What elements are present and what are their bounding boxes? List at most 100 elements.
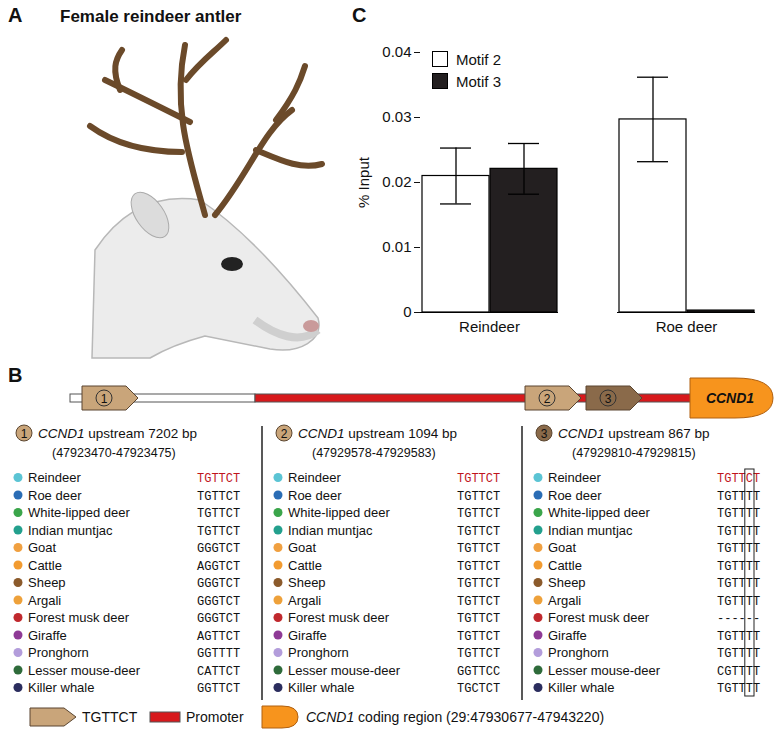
svg-text:CCND1 upstream 1094 bp: CCND1 upstream 1094 bp xyxy=(298,426,457,441)
svg-text:Giraffe: Giraffe xyxy=(288,628,327,643)
svg-text:B: B xyxy=(8,364,22,386)
svg-text:GGGTCT: GGGTCT xyxy=(197,542,240,556)
svg-text:Indian muntjac: Indian muntjac xyxy=(288,523,373,538)
svg-text:Lesser mouse-deer: Lesser mouse-deer xyxy=(288,663,401,678)
svg-text:TGTTCT: TGTTCT xyxy=(197,472,240,486)
svg-text:Pronghorn: Pronghorn xyxy=(288,645,349,660)
svg-text:3: 3 xyxy=(541,427,548,441)
svg-text:TGTTTT: TGTTTT xyxy=(717,489,761,504)
svg-text:TGTTTT: TGTTTT xyxy=(717,524,761,539)
svg-text:TGTTTT: TGTTTT xyxy=(717,594,761,609)
svg-text:GGTTCC: GGTTCC xyxy=(457,665,500,679)
svg-text:Reindeer: Reindeer xyxy=(288,470,341,485)
svg-text:TGTTCT: TGTTCT xyxy=(457,577,500,591)
svg-text:Giraffe: Giraffe xyxy=(548,628,587,643)
svg-text:AGTTCT: AGTTCT xyxy=(197,630,240,644)
svg-text:TGTTCT: TGTTCT xyxy=(197,490,240,504)
svg-text:Roe deer: Roe deer xyxy=(288,488,342,503)
svg-text:CCND1: CCND1 xyxy=(706,390,754,406)
svg-text:CCND1 upstream 867 bp: CCND1 upstream 867 bp xyxy=(558,426,710,441)
svg-text:Forest musk deer: Forest musk deer xyxy=(288,610,390,625)
svg-text:Indian muntjac: Indian muntjac xyxy=(28,523,113,538)
svg-text:TGTTCT: TGTTCT xyxy=(457,490,500,504)
svg-text:White-lipped deer: White-lipped deer xyxy=(288,505,391,520)
svg-text:Reindeer: Reindeer xyxy=(28,470,81,485)
svg-text:Reindeer: Reindeer xyxy=(548,470,601,485)
svg-text:0.03: 0.03 xyxy=(382,108,411,125)
svg-text:Pronghorn: Pronghorn xyxy=(548,645,609,660)
svg-text:Cattle: Cattle xyxy=(548,558,582,573)
svg-text:Forest musk deer: Forest musk deer xyxy=(28,610,130,625)
svg-text:TGTTTT: TGTTTT xyxy=(717,559,761,574)
svg-text:TGTTCT: TGTTCT xyxy=(457,647,500,661)
svg-text:TGTTCT: TGTTCT xyxy=(197,525,240,539)
svg-text:CATTCT: CATTCT xyxy=(197,665,240,679)
svg-text:GGGTCT: GGGTCT xyxy=(197,577,240,591)
svg-text:TGTTCT: TGTTCT xyxy=(457,472,500,486)
svg-text:Sheep: Sheep xyxy=(548,575,586,590)
svg-text:Giraffe: Giraffe xyxy=(28,628,67,643)
svg-text:GGGTCT: GGGTCT xyxy=(197,612,240,626)
svg-text:TGTTCT: TGTTCT xyxy=(457,542,500,556)
svg-text:Cattle: Cattle xyxy=(28,558,62,573)
svg-text:Goat: Goat xyxy=(28,540,57,555)
svg-text:Forest musk deer: Forest musk deer xyxy=(548,610,650,625)
svg-text:0.02: 0.02 xyxy=(382,173,411,190)
svg-text:White-lipped deer: White-lipped deer xyxy=(28,505,131,520)
svg-text:Killer whale: Killer whale xyxy=(288,680,354,695)
svg-text:TGTTCT: TGTTCT xyxy=(82,709,138,725)
svg-text:(47923470-47923475): (47923470-47923475) xyxy=(52,446,176,460)
svg-text:1: 1 xyxy=(21,427,28,441)
svg-text:TGTTCT: TGTTCT xyxy=(457,525,500,539)
html-text:Motif 3: Motif 3 xyxy=(456,72,501,90)
svg-text:0.04: 0.04 xyxy=(382,43,411,60)
svg-text:1: 1 xyxy=(101,392,108,406)
svg-text:Argali: Argali xyxy=(548,593,581,608)
svg-text:TGTTCT: TGTTCT xyxy=(457,630,500,644)
svg-text:Lesser mouse-deer: Lesser mouse-deer xyxy=(28,663,141,678)
svg-text:Roe deer: Roe deer xyxy=(28,488,82,503)
svg-text:(47929810-47929815): (47929810-47929815) xyxy=(572,446,696,460)
svg-text:TGTTCT: TGTTCT xyxy=(457,595,500,609)
svg-text:White-lipped deer: White-lipped deer xyxy=(548,505,651,520)
svg-text:3: 3 xyxy=(605,392,612,406)
svg-text:Sheep: Sheep xyxy=(288,575,326,590)
svg-text:A: A xyxy=(8,4,22,26)
svg-text:TGTTCT: TGTTCT xyxy=(457,507,500,521)
svg-text:Killer whale: Killer whale xyxy=(28,680,94,695)
svg-text:(47929578-47929583): (47929578-47929583) xyxy=(312,446,436,460)
svg-text:Sheep: Sheep xyxy=(28,575,66,590)
html-text:C: C xyxy=(352,4,367,26)
svg-text:2: 2 xyxy=(281,427,288,441)
svg-text:CCND1 coding region (29:479306: CCND1 coding region (29:47930677-4794322… xyxy=(306,709,604,725)
svg-text:Indian muntjac: Indian muntjac xyxy=(548,523,633,538)
svg-text:2: 2 xyxy=(544,392,551,406)
svg-text:AGGTCT: AGGTCT xyxy=(197,560,240,574)
svg-text:TGTTCT: TGTTCT xyxy=(197,507,240,521)
svg-text:GGGTCT: GGGTCT xyxy=(197,595,240,609)
svg-text:Roe deer: Roe deer xyxy=(548,488,602,503)
svg-text:% Input: % Input xyxy=(355,156,372,208)
svg-text:TGTTCT: TGTTCT xyxy=(457,612,500,626)
svg-text:GGTTCT: GGTTCT xyxy=(197,682,240,696)
svg-text:CCND1 upstream 7202 bp: CCND1 upstream 7202 bp xyxy=(38,426,197,441)
svg-text:Reindeer: Reindeer xyxy=(459,318,520,335)
svg-text:TGCTCT: TGCTCT xyxy=(457,682,500,696)
svg-text:Argali: Argali xyxy=(28,593,61,608)
svg-text:0.01: 0.01 xyxy=(382,238,411,255)
svg-text:GGTTTT: GGTTTT xyxy=(197,647,240,661)
svg-text:Cattle: Cattle xyxy=(288,558,322,573)
svg-text:Promoter: Promoter xyxy=(186,709,244,725)
svg-text:Lesser mouse-deer: Lesser mouse-deer xyxy=(548,663,661,678)
svg-text:Goat: Goat xyxy=(288,540,317,555)
svg-text:Female reindeer antler: Female reindeer antler xyxy=(60,7,242,26)
html-text:Motif 2: Motif 2 xyxy=(456,50,501,68)
svg-text:0: 0 xyxy=(403,303,411,320)
svg-text:Killer whale: Killer whale xyxy=(548,680,614,695)
svg-text:Argali: Argali xyxy=(288,593,321,608)
svg-text:TGTTCT: TGTTCT xyxy=(457,560,500,574)
svg-text:Roe deer: Roe deer xyxy=(656,318,718,335)
svg-text:Pronghorn: Pronghorn xyxy=(28,645,89,660)
svg-text:Goat: Goat xyxy=(548,540,577,555)
svg-text:TGTTTT: TGTTTT xyxy=(717,629,761,644)
